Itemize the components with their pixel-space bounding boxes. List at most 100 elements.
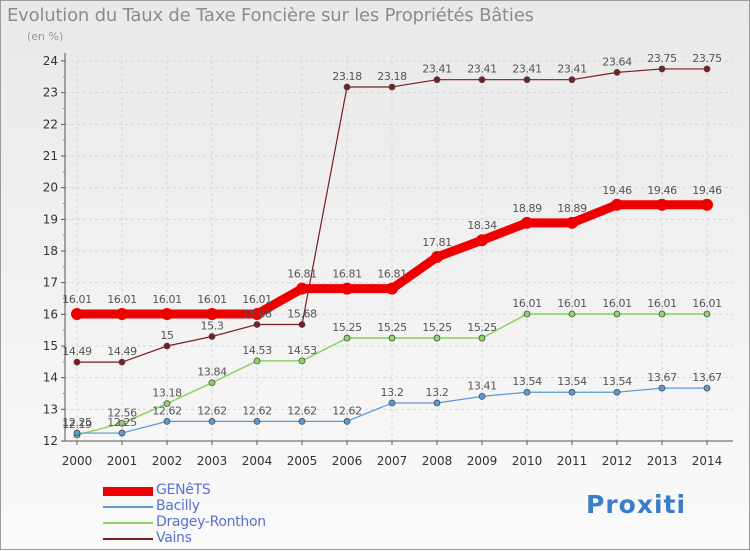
data-point xyxy=(386,282,398,295)
data-point xyxy=(298,321,306,328)
data-point xyxy=(703,310,711,318)
data-label: 13.2 xyxy=(426,386,449,399)
y-tick-label: 14 xyxy=(43,371,58,385)
data-label: 13.54 xyxy=(602,375,632,388)
data-label: 23.41 xyxy=(557,63,587,76)
data-label: 12.25 xyxy=(62,416,92,429)
data-label: 19.46 xyxy=(692,184,722,197)
data-label: 13.41 xyxy=(467,379,497,392)
data-point xyxy=(433,334,441,342)
data-label: 13.2 xyxy=(381,386,404,399)
x-tick-label: 2004 xyxy=(242,454,273,468)
data-label: 15.25 xyxy=(467,321,497,334)
data-label: 12.56 xyxy=(107,406,137,419)
data-label: 13.54 xyxy=(557,375,587,388)
data-label: 16.01 xyxy=(692,297,722,310)
data-point xyxy=(613,310,621,318)
data-point xyxy=(613,388,621,396)
data-label: 16.01 xyxy=(512,297,542,310)
data-label: 13.18 xyxy=(152,387,182,400)
data-label: 16.01 xyxy=(152,293,182,306)
data-point xyxy=(298,357,306,365)
data-label: 17.81 xyxy=(422,236,452,249)
data-point xyxy=(658,384,666,392)
data-point xyxy=(343,417,351,425)
legend-swatch-dragey-ronthon xyxy=(103,522,153,524)
data-point xyxy=(701,198,713,211)
data-point xyxy=(208,379,216,387)
y-tick-label: 19 xyxy=(43,212,58,226)
data-point xyxy=(163,342,171,350)
data-label: 16.01 xyxy=(197,293,227,306)
data-point xyxy=(388,83,396,91)
data-point xyxy=(388,334,396,342)
x-tick-label: 2007 xyxy=(377,454,408,468)
data-point xyxy=(521,216,533,229)
legend-swatch-vains xyxy=(103,538,153,540)
data-point xyxy=(703,65,711,73)
data-point xyxy=(658,310,666,318)
data-point xyxy=(388,399,396,407)
y-tick-label: 13 xyxy=(43,402,58,416)
data-point xyxy=(613,69,621,76)
data-label: 12.62 xyxy=(287,404,317,417)
data-label: 15.25 xyxy=(332,321,362,334)
data-label: 23.41 xyxy=(422,63,452,76)
data-label: 16.01 xyxy=(242,293,272,306)
y-tick-label: 22 xyxy=(43,117,58,131)
data-point xyxy=(566,216,578,229)
data-label: 15.25 xyxy=(422,321,452,334)
y-tick-label: 18 xyxy=(43,244,58,258)
data-label: 12.62 xyxy=(332,404,362,417)
data-label: 14.49 xyxy=(62,345,92,358)
data-label: 16.01 xyxy=(557,297,587,310)
data-point xyxy=(118,358,126,366)
data-label: 15.3 xyxy=(201,320,224,333)
data-label: 14.49 xyxy=(107,345,137,358)
data-label: 12.62 xyxy=(242,404,272,417)
data-label: 13.84 xyxy=(197,366,227,379)
data-point xyxy=(656,198,668,211)
y-tick-label: 21 xyxy=(43,149,58,163)
data-point xyxy=(433,76,441,84)
data-point xyxy=(118,429,126,437)
y-tick-label: 24 xyxy=(43,54,58,68)
data-label: 23.41 xyxy=(467,63,497,76)
data-label: 12.62 xyxy=(197,404,227,417)
data-point xyxy=(208,333,216,340)
y-tick-label: 15 xyxy=(43,339,58,353)
data-point xyxy=(253,357,261,365)
legend-label-bacilly: Bacilly xyxy=(156,498,200,514)
x-tick-label: 2006 xyxy=(332,454,363,468)
data-label: 16.01 xyxy=(62,293,92,306)
data-point xyxy=(116,308,128,321)
data-label: 12.25 xyxy=(107,416,137,429)
data-point xyxy=(73,358,81,366)
data-label: 16.01 xyxy=(602,297,632,310)
x-tick-label: 2012 xyxy=(602,454,633,468)
data-point xyxy=(478,334,486,342)
data-label: 12.19 xyxy=(62,418,92,431)
data-point xyxy=(251,308,263,321)
data-point xyxy=(118,419,126,427)
data-point xyxy=(163,417,171,425)
data-label: 23.75 xyxy=(647,52,677,65)
data-label: 16.81 xyxy=(332,268,362,281)
data-label: 18.89 xyxy=(557,202,587,215)
legend-label-genets: GENêTS xyxy=(156,482,211,498)
x-tick-label: 2001 xyxy=(107,454,138,468)
data-label: 16.01 xyxy=(107,293,137,306)
data-point xyxy=(476,234,488,247)
data-point xyxy=(161,308,173,321)
data-label: 14.53 xyxy=(287,344,317,357)
x-tick-label: 2014 xyxy=(692,454,723,468)
data-point xyxy=(73,429,81,437)
data-label: 13.54 xyxy=(512,375,542,388)
data-point xyxy=(568,76,576,84)
data-label: 23.75 xyxy=(692,52,722,65)
data-label: 23.18 xyxy=(332,70,362,83)
proxiti-logo: Proxiti xyxy=(586,490,687,519)
x-tick-label: 2009 xyxy=(467,454,498,468)
x-tick-label: 2000 xyxy=(62,454,93,468)
